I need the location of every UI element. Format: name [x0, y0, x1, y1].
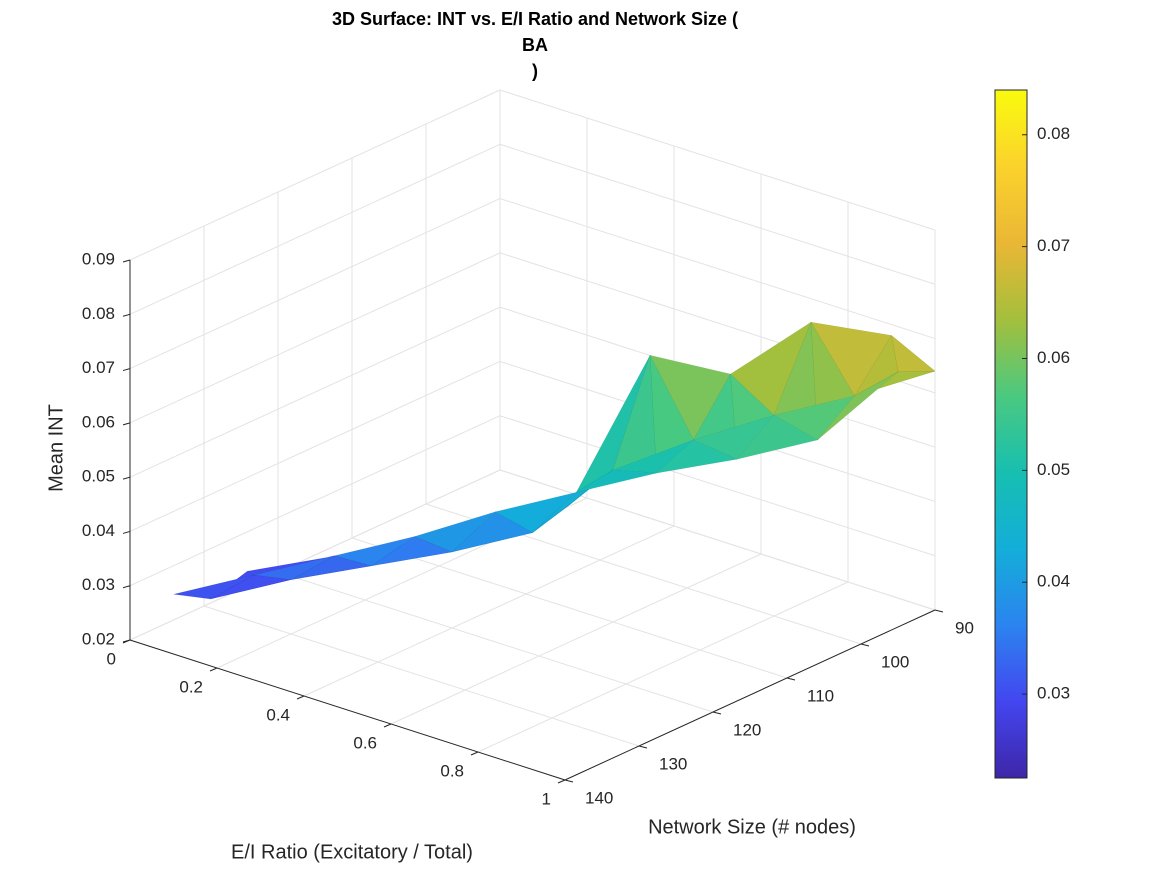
x-tick: [296, 695, 305, 700]
z-tick: [122, 476, 131, 480]
z-tick-label: 0.06: [82, 412, 115, 431]
y-tick: [564, 779, 574, 783]
z-tick: [122, 530, 131, 534]
z-tick-label: 0.02: [82, 629, 115, 648]
z-tick: [122, 585, 131, 589]
y-tick-label: 130: [659, 754, 687, 773]
chart-title: 3D Surface: INT vs. E/I Ratio and Networ…: [332, 9, 738, 29]
grid-line: [277, 571, 714, 713]
y-axis: [564, 609, 936, 781]
x-tick: [557, 779, 566, 784]
colorbar-tick-label: 0.05: [1037, 460, 1070, 479]
colorbar: [994, 89, 1028, 779]
grid-line: [499, 89, 936, 231]
x-tick-label: 0: [107, 649, 116, 668]
colorbar-tick-label: 0.04: [1037, 572, 1070, 591]
y-tick: [712, 711, 722, 715]
x-tick-label: 0.4: [266, 705, 290, 724]
surface-facet: [334, 536, 416, 567]
z-tick: [122, 259, 131, 263]
grid-line: [477, 581, 849, 753]
z-tick-label: 0.07: [82, 358, 115, 377]
grid-line: [129, 306, 501, 478]
grid-line: [203, 605, 640, 747]
grid-line: [129, 143, 501, 315]
y-tick: [786, 677, 796, 681]
z-tick: [122, 368, 131, 372]
grid-line: [129, 198, 501, 370]
y-tick-label: 140: [585, 788, 613, 807]
surface-facet: [414, 511, 496, 553]
y-tick-label: 110: [807, 686, 834, 705]
surface-facet: [173, 574, 255, 600]
y-axis-title: Network Size (# nodes): [648, 816, 856, 838]
x-tick-label: 0.2: [179, 677, 203, 696]
colorbar-tick-label: 0.07: [1037, 236, 1070, 255]
surface-facet: [817, 371, 899, 441]
x-axis: [129, 639, 566, 781]
y-tick: [934, 609, 944, 613]
surface-facet: [253, 555, 335, 580]
x-tick: [209, 667, 218, 672]
z-tick: [122, 313, 131, 317]
y-tick-label: 120: [733, 720, 761, 739]
x-tick-label: 0.8: [440, 761, 464, 780]
z-axis-title: Mean INT: [45, 404, 67, 492]
grid-line: [499, 415, 936, 557]
x-tick: [383, 723, 392, 728]
grid-line: [129, 252, 501, 424]
grid-line: [129, 360, 501, 532]
grid-line: [351, 537, 788, 679]
surface-facet: [575, 469, 657, 493]
y-tick: [860, 643, 870, 647]
x-tick: [470, 751, 479, 756]
chart-title: ): [532, 61, 538, 81]
z-tick-label: 0.03: [82, 575, 115, 594]
y-tick-label: 100: [881, 652, 909, 671]
grid-line: [390, 553, 762, 725]
grid-line: [129, 89, 501, 261]
surface-facet: [891, 334, 936, 373]
z-tick-label: 0.04: [82, 521, 115, 540]
grid-line: [303, 525, 675, 697]
y-tick-label: 90: [955, 618, 974, 637]
z-tick-label: 0.09: [82, 249, 115, 268]
x-tick-label: 1: [542, 789, 551, 808]
z-tick-label: 0.05: [82, 467, 115, 486]
grid-line: [129, 415, 501, 587]
surface-facet: [494, 491, 577, 534]
surface-facet: [655, 439, 738, 474]
grid-line: [129, 469, 501, 641]
colorbar-tick-label: 0.06: [1037, 348, 1070, 367]
x-axis-title: E/I Ratio (Excitatory / Total): [231, 841, 473, 863]
z-tick: [122, 422, 131, 426]
chart-title: BA: [522, 35, 548, 55]
surface: [173, 321, 936, 600]
grid-line: [499, 469, 936, 611]
colorbar-tick-label: 0.08: [1037, 124, 1070, 143]
z-tick: [122, 639, 131, 643]
surface-facet: [736, 414, 819, 460]
colorbar-tick-label: 0.03: [1037, 684, 1070, 703]
grid-line: [499, 198, 936, 340]
grid-line: [499, 143, 936, 285]
y-tick: [638, 745, 648, 749]
x-tick-label: 0.6: [353, 733, 377, 752]
z-tick-label: 0.08: [82, 304, 115, 323]
